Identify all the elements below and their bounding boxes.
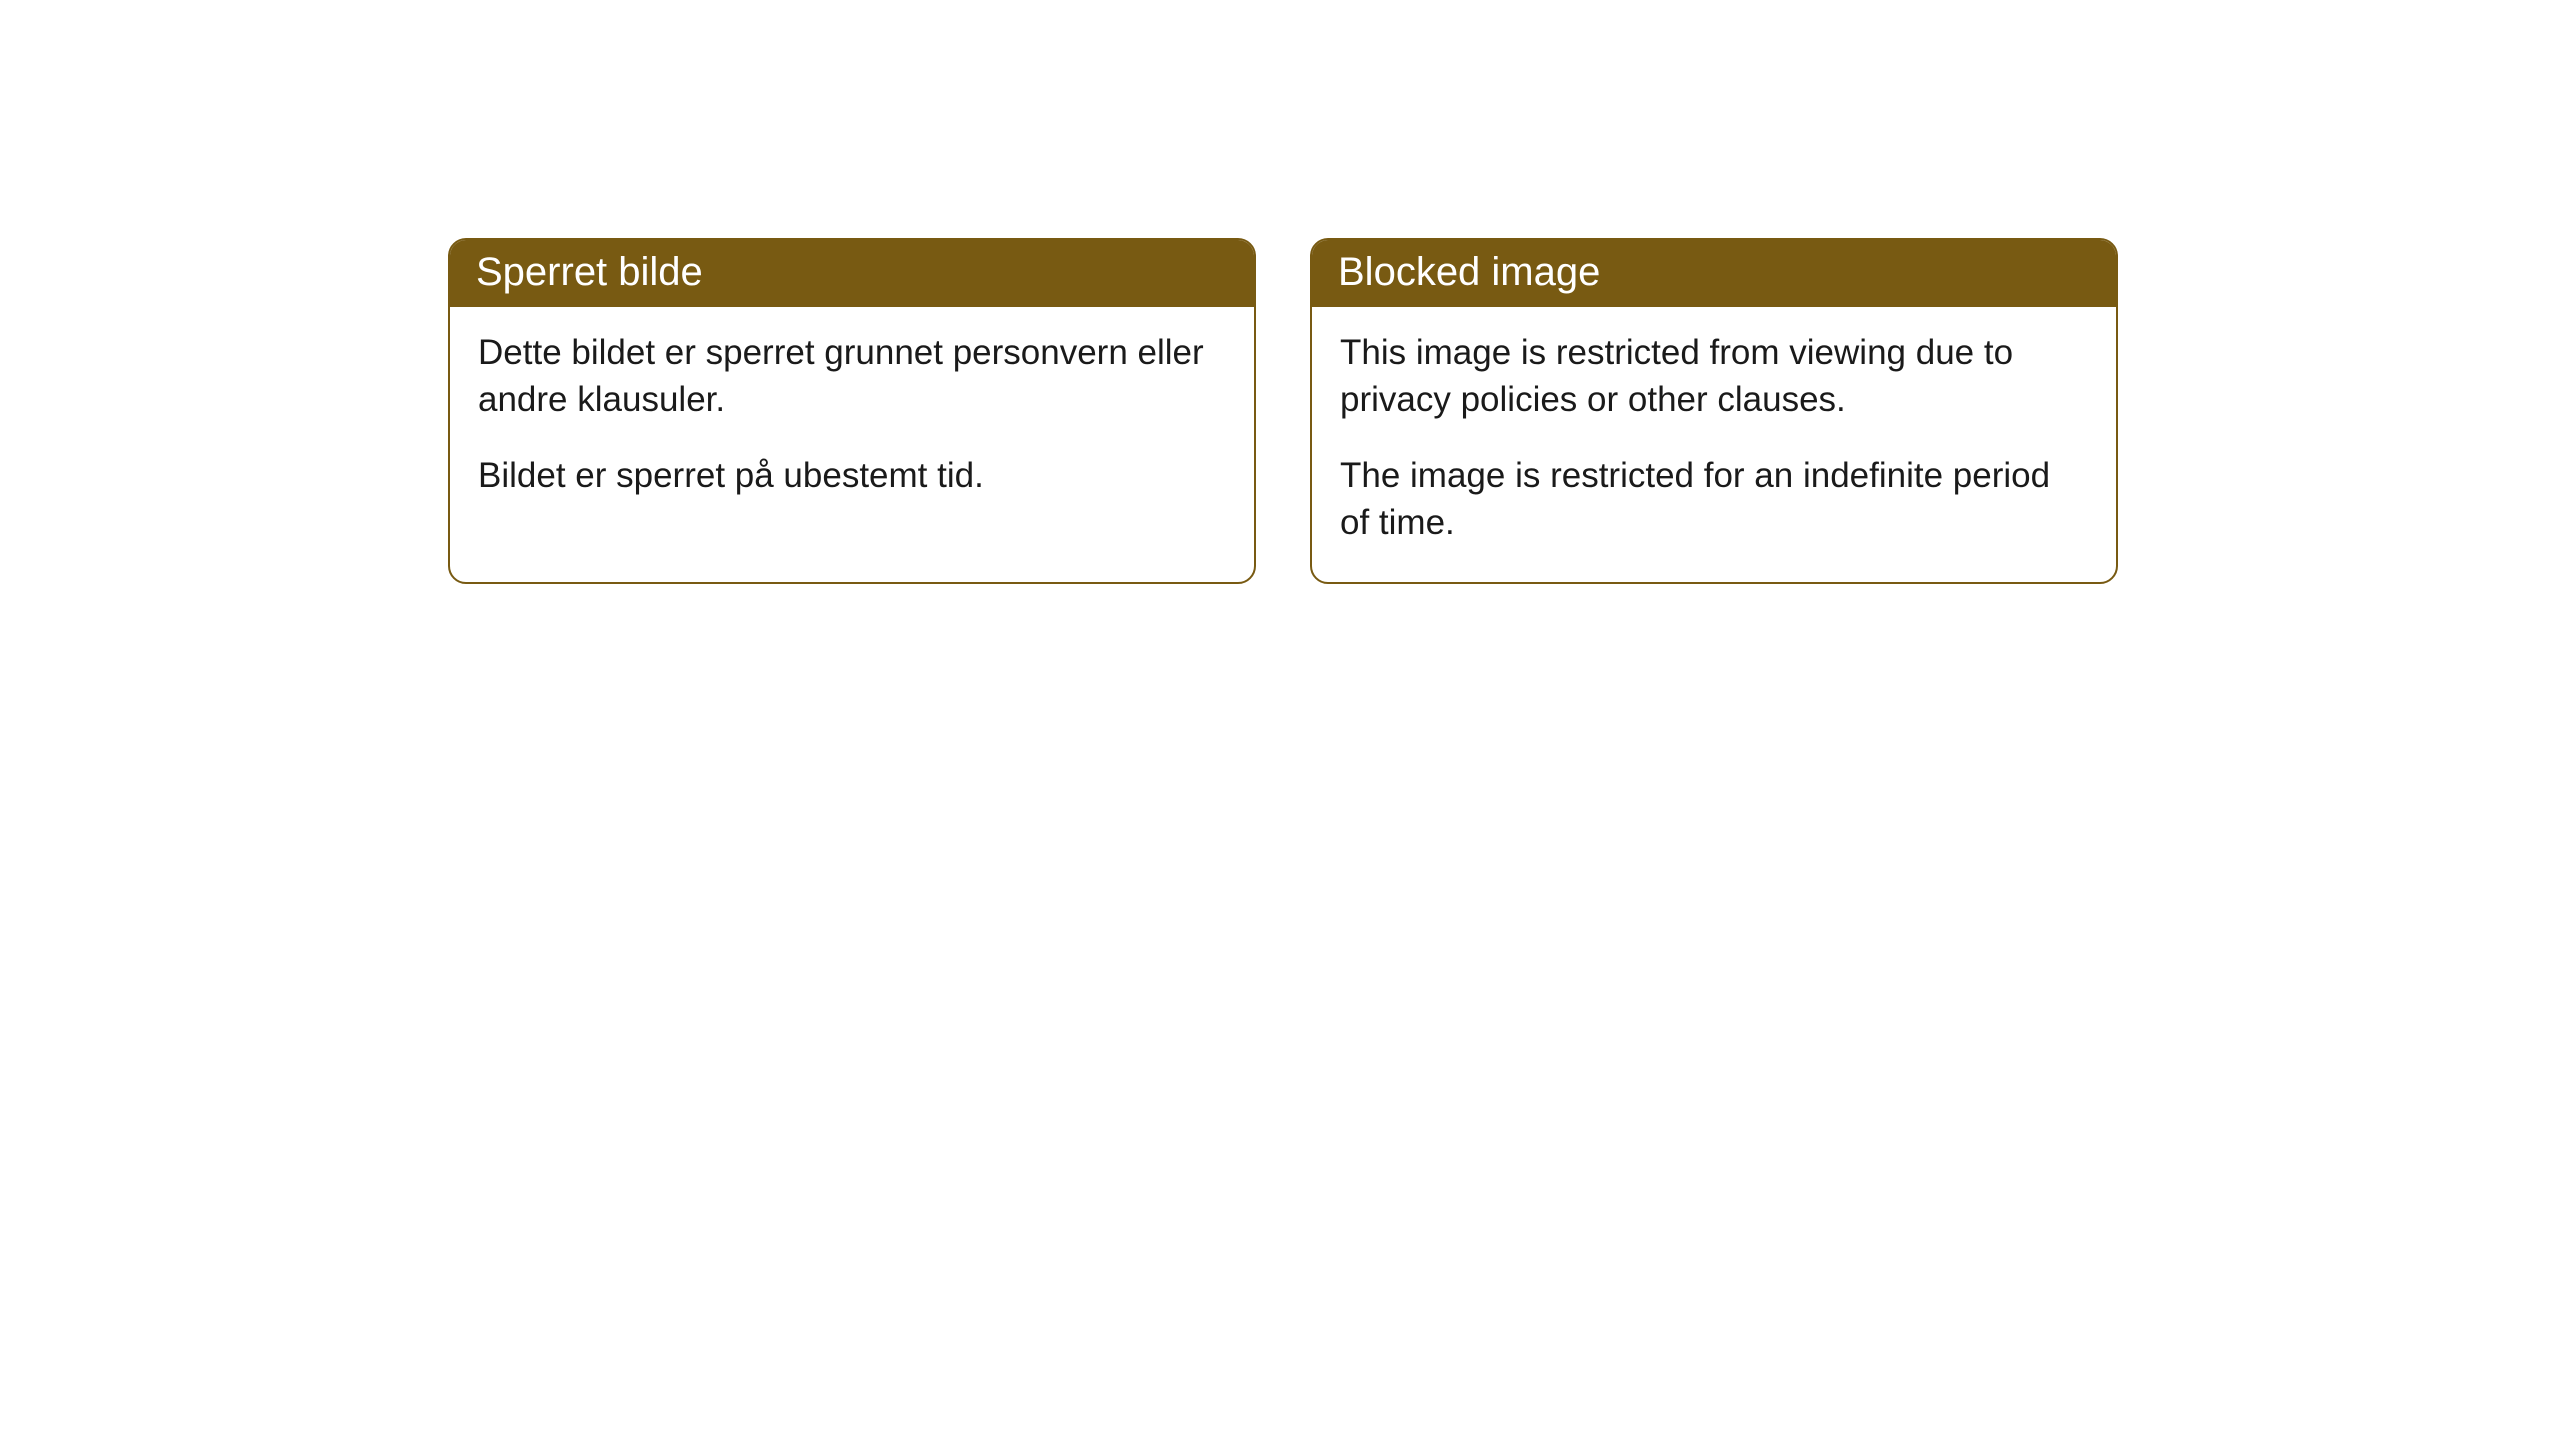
notice-container: Sperret bilde Dette bildet er sperret gr…: [0, 0, 2560, 584]
notice-card-english: Blocked image This image is restricted f…: [1310, 238, 2118, 584]
card-body: Dette bildet er sperret grunnet personve…: [450, 307, 1254, 535]
card-paragraph: The image is restricted for an indefinit…: [1340, 452, 2088, 547]
card-body: This image is restricted from viewing du…: [1312, 307, 2116, 582]
card-paragraph: Bildet er sperret på ubestemt tid.: [478, 452, 1226, 499]
card-header: Sperret bilde: [450, 240, 1254, 307]
card-title: Blocked image: [1338, 250, 1600, 294]
card-paragraph: Dette bildet er sperret grunnet personve…: [478, 329, 1226, 424]
card-title: Sperret bilde: [476, 250, 703, 294]
card-paragraph: This image is restricted from viewing du…: [1340, 329, 2088, 424]
card-header: Blocked image: [1312, 240, 2116, 307]
notice-card-norwegian: Sperret bilde Dette bildet er sperret gr…: [448, 238, 1256, 584]
